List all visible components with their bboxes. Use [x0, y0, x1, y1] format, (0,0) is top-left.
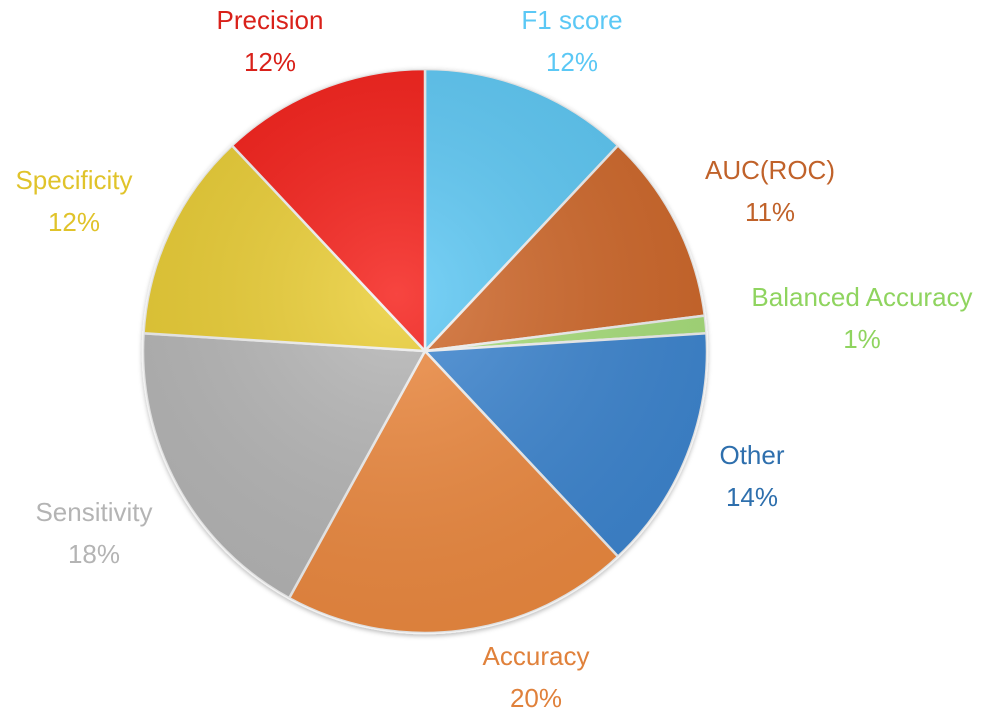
slice-label-accuracy: Accuracy	[483, 641, 590, 671]
data-label-f1-score: F1 score 12%	[521, 5, 622, 77]
slice-percent-f1-score: 12%	[546, 47, 598, 77]
data-label-auc-roc: AUC(ROC) 11%	[705, 155, 835, 227]
slice-label-sensitivity: Sensitivity	[35, 497, 152, 527]
data-label-sensitivity: Sensitivity 18%	[35, 497, 152, 569]
pie-slices	[141, 67, 709, 635]
slice-percent-auc-roc: 11%	[745, 197, 795, 227]
slice-percent-accuracy: 20%	[510, 683, 562, 713]
slice-percent-specificity: 12%	[48, 207, 100, 237]
data-label-accuracy: Accuracy 20%	[483, 641, 590, 713]
data-label-precision: Precision 12%	[217, 5, 324, 77]
slice-label-balanced-accuracy: Balanced Accuracy	[751, 282, 972, 312]
slice-label-specificity: Specificity	[15, 165, 132, 195]
data-label-other: Other 14%	[719, 440, 784, 512]
slice-label-precision: Precision	[217, 5, 324, 35]
pie-labels: F1 score 12% AUC(ROC) 11% Balanced Accuracy 1…	[15, 5, 972, 713]
slice-label-auc-roc: AUC(ROC)	[705, 155, 835, 185]
slice-percent-sensitivity: 18%	[68, 539, 120, 569]
data-label-balanced-accuracy: Balanced Accuracy 1%	[751, 282, 972, 354]
slice-label-other: Other	[719, 440, 784, 470]
slice-percent-balanced-accuracy: 1%	[843, 324, 881, 354]
slice-percent-precision: 12%	[244, 47, 296, 77]
data-label-specificity: Specificity 12%	[15, 165, 132, 237]
slice-label-f1-score: F1 score	[521, 5, 622, 35]
slice-percent-other: 14%	[726, 482, 778, 512]
